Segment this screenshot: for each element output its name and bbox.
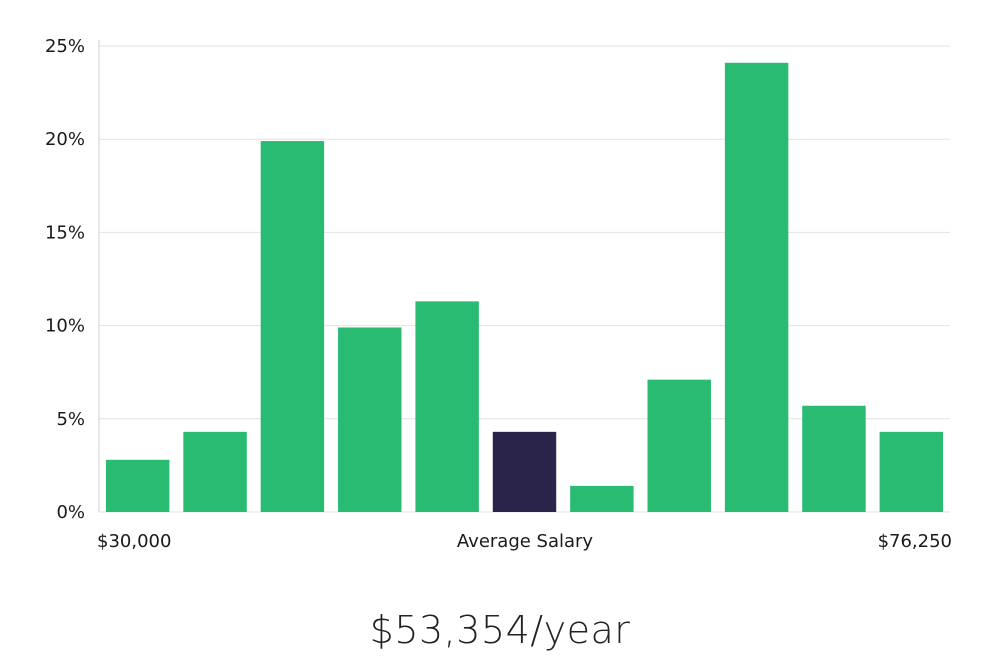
bars bbox=[105, 62, 944, 512]
bar bbox=[724, 62, 789, 512]
bar bbox=[260, 141, 325, 512]
bar bbox=[338, 327, 402, 512]
y-tick-label: 0% bbox=[56, 502, 85, 523]
bar bbox=[802, 405, 866, 512]
bar bbox=[879, 431, 944, 512]
y-tick-label: 20% bbox=[45, 129, 85, 150]
bar bbox=[415, 301, 479, 512]
y-tick-label: 25% bbox=[45, 36, 85, 57]
salary-distribution-chart: 0%5%10%15%20%25% $30,000 Average Salary … bbox=[45, 36, 952, 552]
y-tick-label: 10% bbox=[45, 316, 85, 337]
bar bbox=[647, 379, 711, 512]
bar-average-salary bbox=[492, 431, 557, 512]
y-tick-label: 5% bbox=[56, 409, 85, 430]
x-axis-label: Average Salary bbox=[457, 531, 594, 552]
bar bbox=[183, 431, 247, 512]
bar bbox=[570, 485, 634, 512]
x-max-label: $76,250 bbox=[878, 531, 952, 552]
x-min-label: $30,000 bbox=[97, 531, 171, 552]
y-tick-label: 15% bbox=[45, 222, 85, 243]
average-salary-value: $53,354/year bbox=[369, 608, 631, 652]
bar bbox=[105, 459, 170, 512]
y-tick-labels: 0% 5% 10% 15% 20% 25% bbox=[45, 36, 85, 523]
